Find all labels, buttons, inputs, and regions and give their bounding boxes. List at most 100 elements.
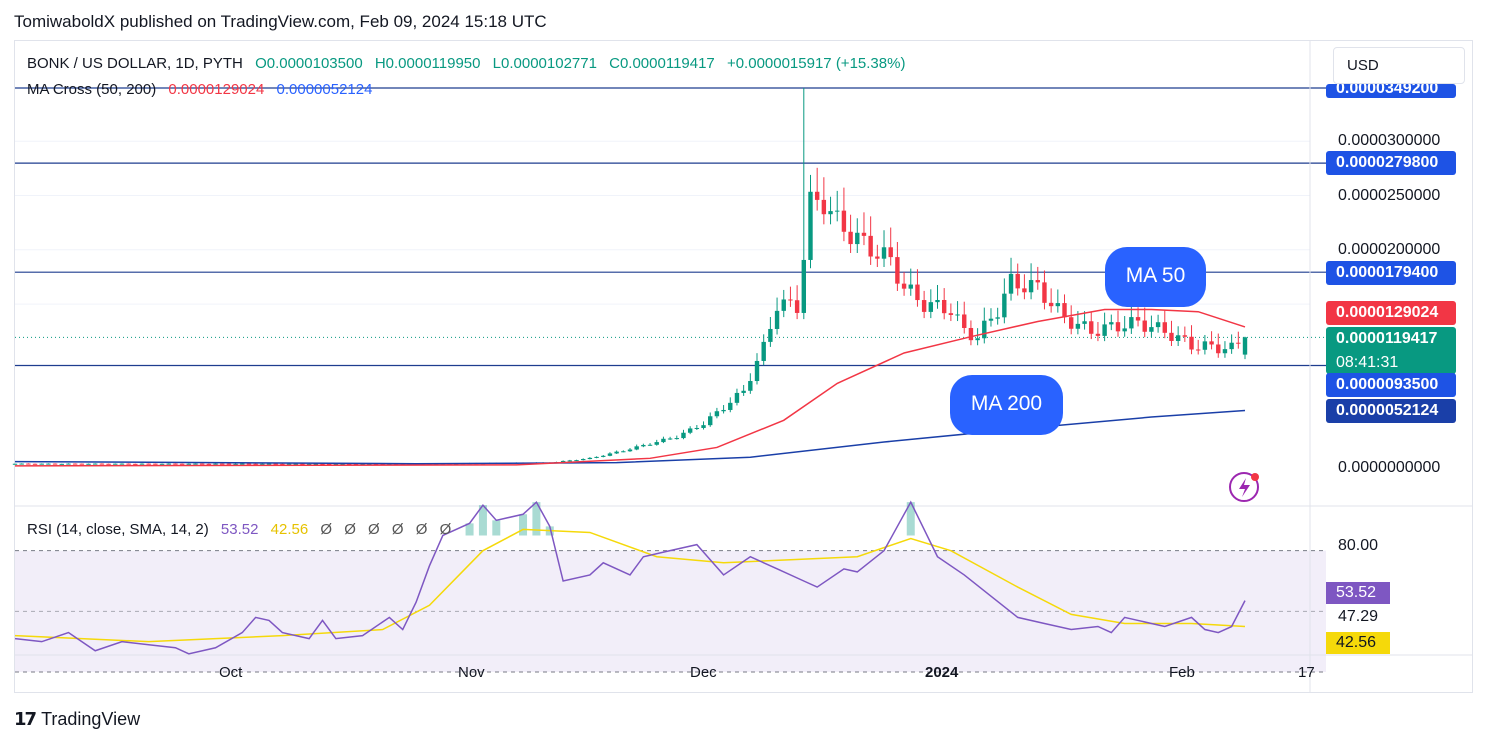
candle-body bbox=[1035, 280, 1040, 283]
candle-body bbox=[1222, 349, 1228, 354]
candle-body bbox=[728, 402, 733, 410]
candle-body bbox=[1236, 342, 1241, 344]
legend-low: L0.0000102771 bbox=[492, 55, 597, 72]
candle-body bbox=[995, 317, 1000, 319]
rsi-legend[interactable]: RSI (14, close, SMA, 14, 2) 53.52 42.56 … bbox=[27, 521, 459, 538]
candle-body bbox=[1162, 322, 1167, 333]
candle-body bbox=[1095, 333, 1101, 336]
candle-body bbox=[841, 210, 847, 232]
candle-body bbox=[708, 416, 713, 426]
legend-change: +0.0000015917 (+15.38%) bbox=[726, 55, 906, 72]
candle-body bbox=[266, 463, 272, 465]
candle-body bbox=[1182, 335, 1188, 337]
ma200-legend-value: 0.0000052124 bbox=[276, 81, 373, 98]
notification-dot-icon bbox=[1251, 473, 1259, 481]
candle-body bbox=[12, 463, 18, 465]
price-tick: 0.0000300000 bbox=[1338, 132, 1441, 149]
candle-body bbox=[828, 211, 833, 215]
candle-body bbox=[955, 314, 960, 316]
candle-body bbox=[79, 463, 85, 465]
price-tick: 0.0000200000 bbox=[1338, 241, 1441, 258]
ma-lines bbox=[14, 308, 1246, 467]
candle-body bbox=[19, 463, 24, 465]
candle-body bbox=[1149, 327, 1154, 332]
level-tag-top: 0.0000349200 bbox=[1326, 84, 1456, 98]
rsi-sma-line bbox=[14, 528, 1246, 643]
candle-body bbox=[962, 314, 967, 328]
ma50-tag: 0.0000129024 bbox=[1326, 301, 1456, 325]
rsi-legend-name: RSI (14, close, SMA, 14, 2) bbox=[27, 521, 209, 538]
rsi-empty-5: Ø bbox=[439, 521, 452, 538]
candle-body bbox=[86, 463, 91, 465]
currency-selector[interactable]: USD bbox=[1333, 47, 1465, 84]
candle-body bbox=[881, 247, 887, 259]
candle-body bbox=[848, 231, 853, 245]
ma-legend-name: MA Cross (50, 200) bbox=[27, 81, 157, 98]
candle-body bbox=[1048, 302, 1054, 307]
candle-body bbox=[855, 232, 860, 245]
rsi-sma-tag: 42.56 bbox=[1326, 632, 1390, 654]
candle-body bbox=[982, 320, 987, 339]
candle-body bbox=[647, 444, 653, 446]
candle-body bbox=[908, 284, 913, 289]
price-tick: 0.0000250000 bbox=[1338, 187, 1441, 204]
ma200-tag: 0.0000052124 bbox=[1326, 399, 1456, 423]
last-price-value: 0.0000119417 bbox=[1336, 330, 1438, 347]
candle-body bbox=[895, 257, 900, 284]
level-tag-2798: 0.0000279800 bbox=[1326, 151, 1456, 175]
candle-body bbox=[193, 463, 198, 465]
candle-body bbox=[226, 463, 232, 465]
candle-body bbox=[661, 438, 666, 443]
candle-body bbox=[634, 446, 639, 450]
candle-body bbox=[968, 327, 974, 341]
candle-body bbox=[233, 463, 238, 465]
candle-body bbox=[1216, 344, 1221, 354]
brand-name: TradingView bbox=[41, 709, 141, 729]
candle-body bbox=[320, 463, 325, 465]
candle-body bbox=[601, 455, 606, 457]
candle-body bbox=[1142, 320, 1147, 332]
candle-body bbox=[1155, 322, 1161, 328]
candle-body bbox=[1022, 288, 1027, 293]
candle-body bbox=[821, 199, 827, 215]
ma200-line bbox=[14, 409, 1246, 465]
candle-body bbox=[166, 463, 171, 465]
rsi-empty-2: Ø bbox=[368, 521, 380, 538]
tradingview-logo[interactable]: 17 TradingView bbox=[14, 709, 140, 730]
candle-body bbox=[674, 438, 679, 440]
time-tick: Oct bbox=[219, 664, 243, 681]
time-tick: Feb bbox=[1169, 664, 1195, 681]
level-tag-1794: 0.0000179400 bbox=[1326, 261, 1456, 285]
candle-body bbox=[106, 463, 111, 465]
candle-body bbox=[293, 463, 298, 465]
candle-body bbox=[614, 451, 619, 454]
candle-body bbox=[627, 449, 633, 452]
candle-body bbox=[1102, 324, 1107, 336]
candle-body bbox=[260, 463, 265, 465]
candle-body bbox=[607, 453, 613, 456]
legend-high: H0.0000119950 bbox=[374, 55, 481, 72]
flash-icon bbox=[1229, 472, 1259, 502]
ma50-legend-value: 0.0000129024 bbox=[168, 81, 265, 98]
publish-line: TomiwaboldX published on TradingView.com… bbox=[14, 12, 547, 31]
rsi-tick: 80.00 bbox=[1338, 537, 1379, 554]
time-tick: Dec bbox=[690, 664, 717, 681]
candle-body bbox=[153, 463, 158, 465]
ma-legend[interactable]: MA Cross (50, 200) 0.0000129024 0.000005… bbox=[27, 81, 380, 98]
candles bbox=[12, 88, 1248, 465]
horizontal-levels bbox=[15, 87, 1326, 367]
candle-body bbox=[694, 427, 700, 429]
candle-body bbox=[1209, 341, 1214, 345]
candle-body bbox=[567, 460, 573, 462]
candle-body bbox=[587, 457, 593, 460]
chart-frame[interactable] bbox=[14, 40, 1473, 693]
candle-body bbox=[46, 463, 51, 465]
candle-body bbox=[126, 463, 131, 465]
candle-body bbox=[774, 310, 780, 329]
candle-body bbox=[206, 463, 212, 465]
rsi-panel bbox=[14, 500, 1472, 673]
rsi-empty-3: Ø bbox=[391, 521, 404, 538]
candle-body bbox=[621, 451, 626, 453]
ma50-line bbox=[14, 308, 1246, 467]
